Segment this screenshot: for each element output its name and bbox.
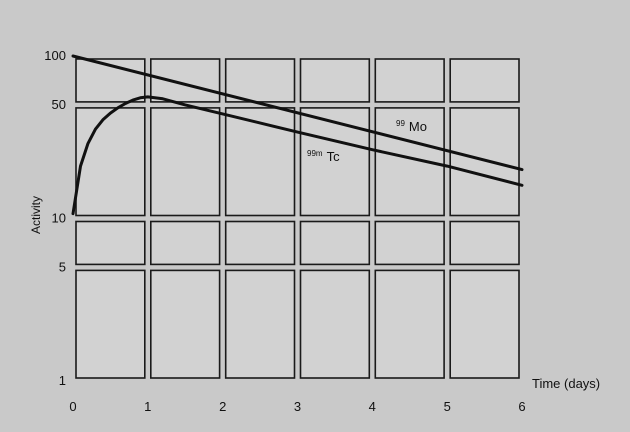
mo99-label: 99 Mo — [396, 119, 427, 134]
x-tick-label: 2 — [219, 399, 226, 414]
grid-cell — [150, 58, 221, 103]
tc99m-label: 99m Tc — [307, 149, 340, 164]
series-layer — [71, 54, 524, 216]
grid-cell — [150, 269, 221, 379]
x-tick-labels: 0 1 2 3 4 5 6 — [69, 399, 525, 414]
grid-cell — [374, 220, 445, 266]
grid-cell — [150, 107, 221, 217]
grid-cell — [449, 107, 520, 217]
y-tick-label: 50 — [52, 97, 66, 112]
grid-cell — [299, 269, 371, 379]
y-tick-labels: 1 5 10 50 100 — [44, 48, 66, 388]
grid-cell — [224, 269, 296, 379]
x-tick-label: 4 — [369, 399, 376, 414]
series-labels: 99 Mo 99m Tc — [307, 119, 427, 164]
grid-cell — [224, 58, 296, 103]
grid-cell — [299, 220, 371, 266]
grid-cell — [150, 220, 221, 266]
grid-cell — [299, 58, 371, 103]
grid-cell — [224, 220, 296, 266]
grid-cell — [449, 58, 520, 103]
x-tick-label: 1 — [144, 399, 151, 414]
x-tick-label: 6 — [518, 399, 525, 414]
grid-cell — [374, 58, 445, 103]
series-label-element: Mo — [409, 119, 427, 134]
grid-cell — [75, 220, 146, 266]
series-label-superscript: 99m — [307, 149, 323, 158]
grid-cell — [449, 220, 520, 266]
x-tick-label: 0 — [69, 399, 76, 414]
x-tick-label: 5 — [444, 399, 451, 414]
grid-cell — [75, 269, 146, 379]
y-axis-label: Activity — [29, 196, 43, 234]
grid-cell — [449, 269, 520, 379]
series-label-superscript: 99 — [396, 119, 405, 128]
series-label-element: Tc — [327, 149, 341, 164]
tc99m-activity-line — [71, 95, 524, 216]
y-tick-label: 10 — [52, 211, 66, 226]
x-tick-label: 3 — [294, 399, 301, 414]
y-tick-label: 100 — [44, 48, 66, 63]
y-tick-label: 1 — [59, 373, 66, 388]
mo99-decay-line — [71, 54, 524, 172]
grid-cells — [75, 58, 520, 379]
grid-cell — [224, 107, 296, 217]
grid-cell — [374, 269, 445, 379]
grid-cell — [75, 107, 146, 217]
y-tick-label: 5 — [59, 259, 66, 274]
grid-cell — [299, 107, 371, 217]
x-axis-label: Time (days) — [532, 376, 600, 391]
